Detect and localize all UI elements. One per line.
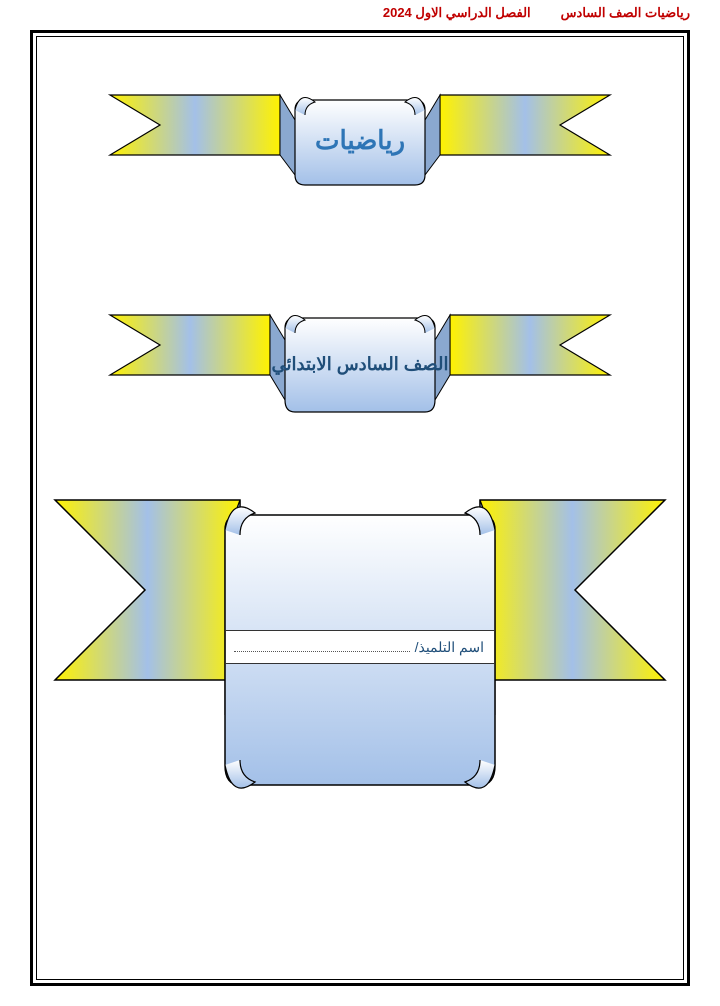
grade-title: الصف السادس الابتدائي	[272, 354, 449, 375]
student-name-label: اسم التلميذ/	[415, 639, 484, 656]
student-name-line	[234, 651, 410, 652]
subject-banner: رياضيات	[100, 80, 620, 190]
student-name-box: اسم التلميذ/	[225, 630, 495, 664]
grade-banner: الصف السادس الابتدائي	[100, 300, 620, 420]
header-semester: الفصل الدراسي الاول 2024	[383, 5, 531, 21]
header-grade: رياضيات الصف السادس	[561, 5, 690, 21]
subject-title: رياضيات	[315, 125, 405, 156]
page-header: رياضيات الصف السادس الفصل الدراسي الاول …	[383, 5, 690, 21]
